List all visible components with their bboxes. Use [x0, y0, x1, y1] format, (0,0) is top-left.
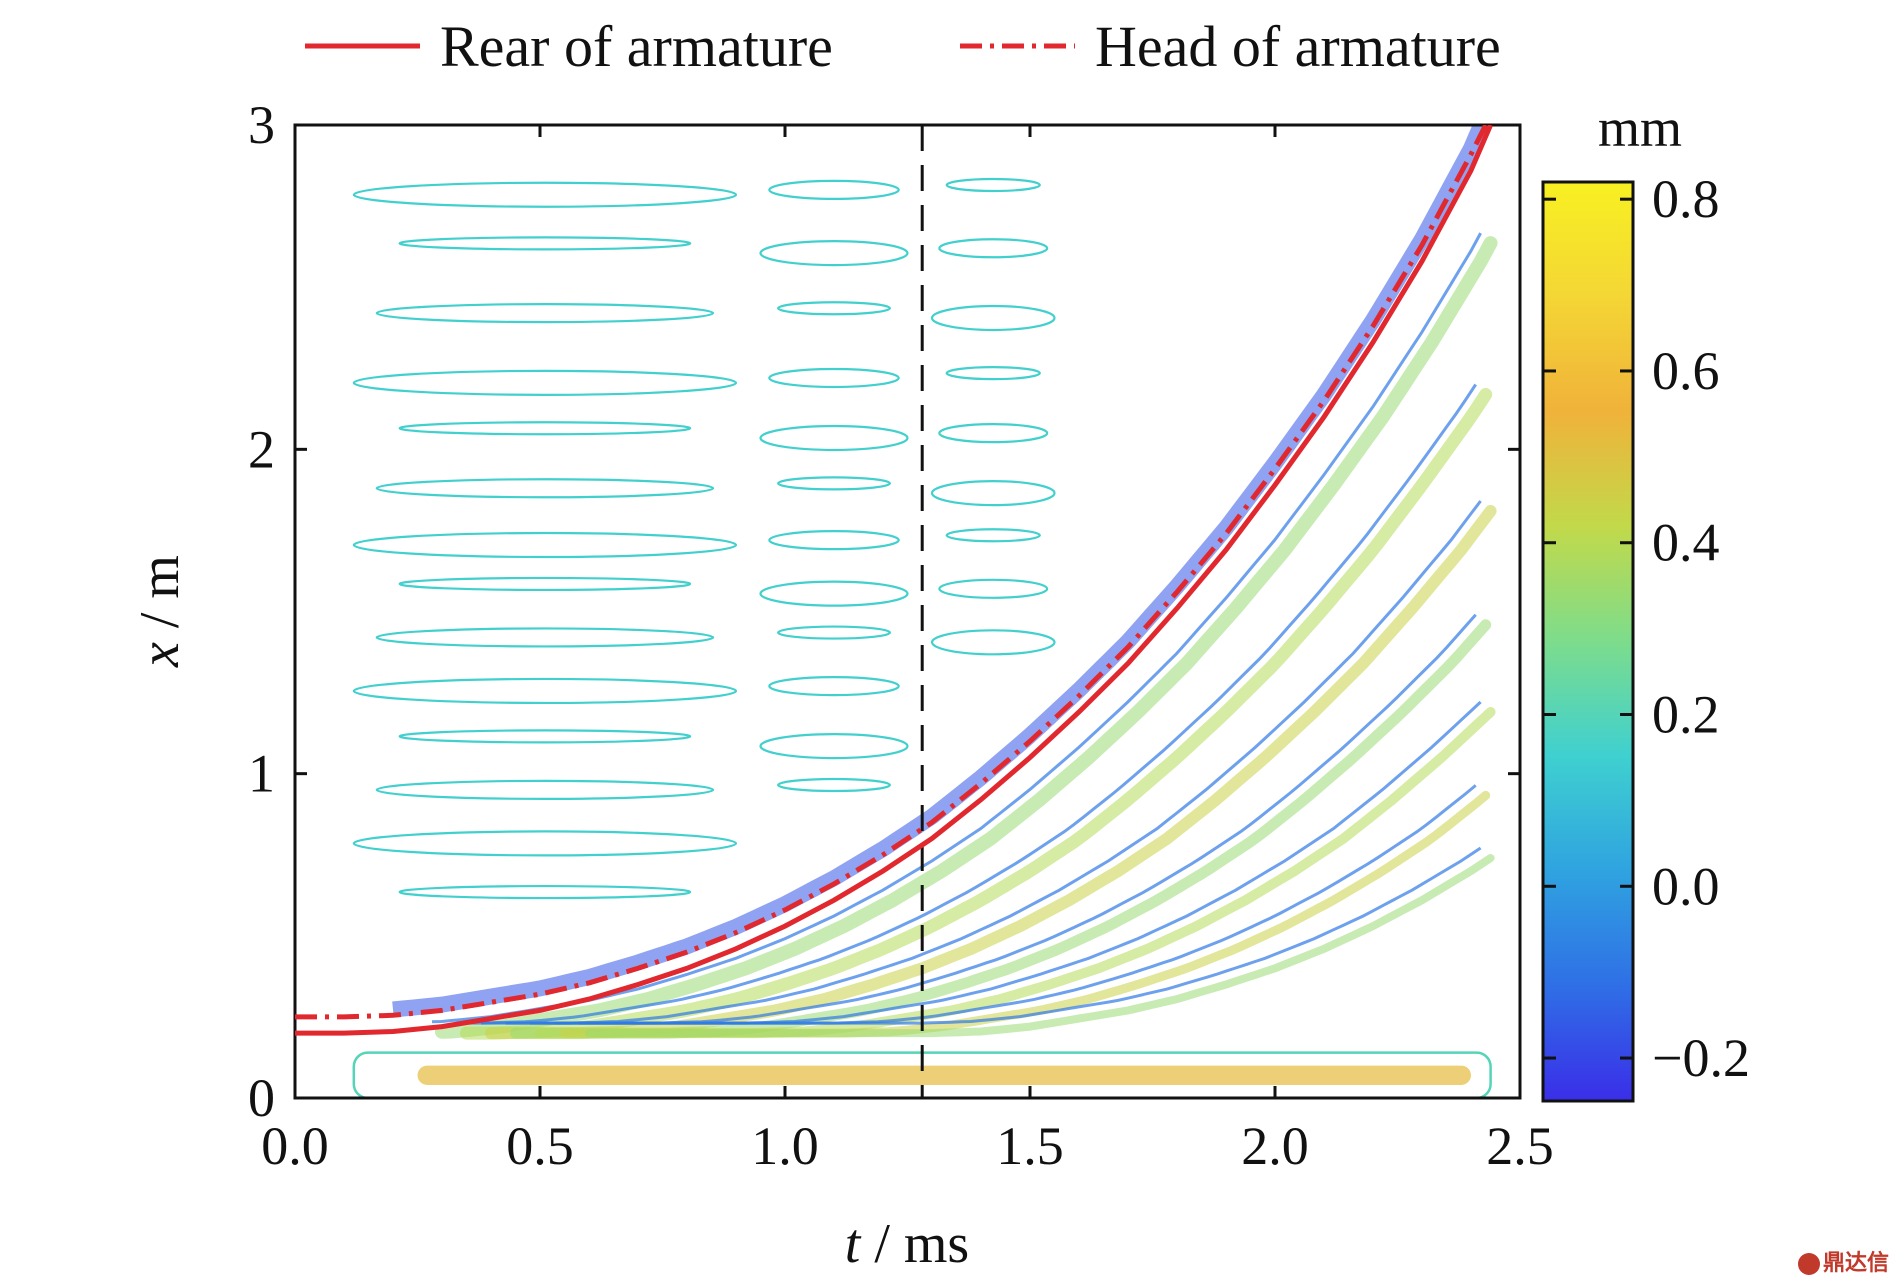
x-tick-label: 2.5: [1486, 1116, 1554, 1176]
wave-band-edge: [579, 846, 1482, 1025]
contour-loop: [768, 179, 900, 200]
colorbar-tick-label: 0.2: [1652, 685, 1720, 745]
contour-loop: [398, 884, 692, 900]
contour-loop: [945, 528, 1041, 543]
x-axis: 0.0 0.5 1.0 1.5 2.0 2.5: [261, 125, 1554, 1176]
contour-loop: [777, 625, 891, 640]
base-band: [417, 1065, 1471, 1086]
contour-loop: [768, 367, 900, 389]
y-tick-label: 2: [248, 419, 275, 479]
contour-loop: [777, 301, 891, 316]
x-tick-label: 0.5: [506, 1116, 574, 1176]
contour-loop: [777, 476, 891, 491]
contour-loop: [768, 530, 900, 551]
wave-band: [585, 854, 1495, 1038]
series-line-rear: [295, 125, 1493, 1036]
series-layer: [295, 125, 1493, 1036]
colorbar-gradient: [1541, 180, 1635, 1103]
wave-band: [435, 236, 1498, 1039]
colorbar-ticks: 0.8 0.6 0.4 0.2 0.0 −0.2: [1543, 169, 1750, 1088]
watermark-text: 鼎达信: [1822, 1251, 1889, 1276]
contour-loop: [398, 729, 692, 744]
colorbar-tick-label: 0.6: [1652, 341, 1720, 401]
contour-loop: [375, 303, 715, 324]
contour-loop: [930, 629, 1056, 656]
legend-label-head: Head of armature: [1095, 14, 1501, 79]
contour-loop: [759, 240, 909, 267]
contour-loop: [352, 830, 738, 857]
contour-loop: [930, 480, 1056, 507]
colorbar-tick-label: 0.4: [1652, 513, 1720, 573]
contour-loop: [398, 421, 692, 436]
watermark-logo-icon: [1797, 1253, 1820, 1275]
contour-loop: [759, 732, 909, 760]
colorbar-unit: mm: [1598, 98, 1682, 158]
contour-loop: [938, 578, 1049, 599]
x-tick-label: 0.0: [261, 1116, 329, 1176]
y-tick-label: 1: [248, 744, 275, 804]
watermark: 鼎达信: [1797, 1245, 1889, 1277]
contour-loop: [938, 423, 1049, 444]
plot-frame: [293, 123, 1522, 1100]
x-tick-label: 2.0: [1241, 1116, 1309, 1176]
wave-band-negative: [392, 125, 1490, 1018]
contour-loop: [777, 777, 891, 793]
y-axis: 0 1 2 3: [248, 95, 1520, 1128]
contour-field: [352, 125, 1498, 1098]
contour-loop: [352, 369, 738, 396]
contour-loop: [375, 627, 715, 648]
legend-label-rear: Rear of armature: [440, 14, 833, 79]
colorbar-tick-label: −0.2: [1652, 1028, 1750, 1088]
x-tick-label: 1.0: [751, 1116, 819, 1176]
wave-band-edge: [456, 383, 1477, 1025]
x-axis-label: t / ms: [845, 1213, 969, 1275]
x-tick-label: 1.5: [996, 1116, 1064, 1176]
contour-loop: [352, 531, 738, 559]
legend: Rear of armature Head of armature: [305, 14, 1501, 79]
contour-loop: [398, 576, 692, 592]
colorbar: mm 0.8 0.6 0.4 0.2 0.0 −0.2: [1541, 98, 1750, 1103]
colorbar-tick-label: 0.8: [1652, 169, 1720, 229]
contour-loop: [398, 236, 692, 251]
y-tick-label: 3: [248, 95, 275, 155]
contour-loop: [352, 181, 738, 208]
y-tick-label: 0: [248, 1068, 275, 1128]
contour-loop: [930, 304, 1056, 332]
series-line-head: [295, 125, 1488, 1020]
wave-band-edge: [481, 500, 1482, 1025]
contour-loop: [352, 677, 738, 705]
contour-loop: [375, 779, 715, 800]
contour-loop: [945, 366, 1041, 381]
contour-loop: [768, 675, 900, 697]
contour-loop: [938, 238, 1049, 259]
contour-loop: [759, 580, 909, 607]
colorbar-tick-label: 0.0: [1652, 856, 1720, 916]
contour-loop: [759, 424, 909, 452]
y-axis-label: x / m: [129, 555, 191, 668]
contour-loop: [945, 177, 1041, 193]
contour-loop: [375, 478, 715, 499]
